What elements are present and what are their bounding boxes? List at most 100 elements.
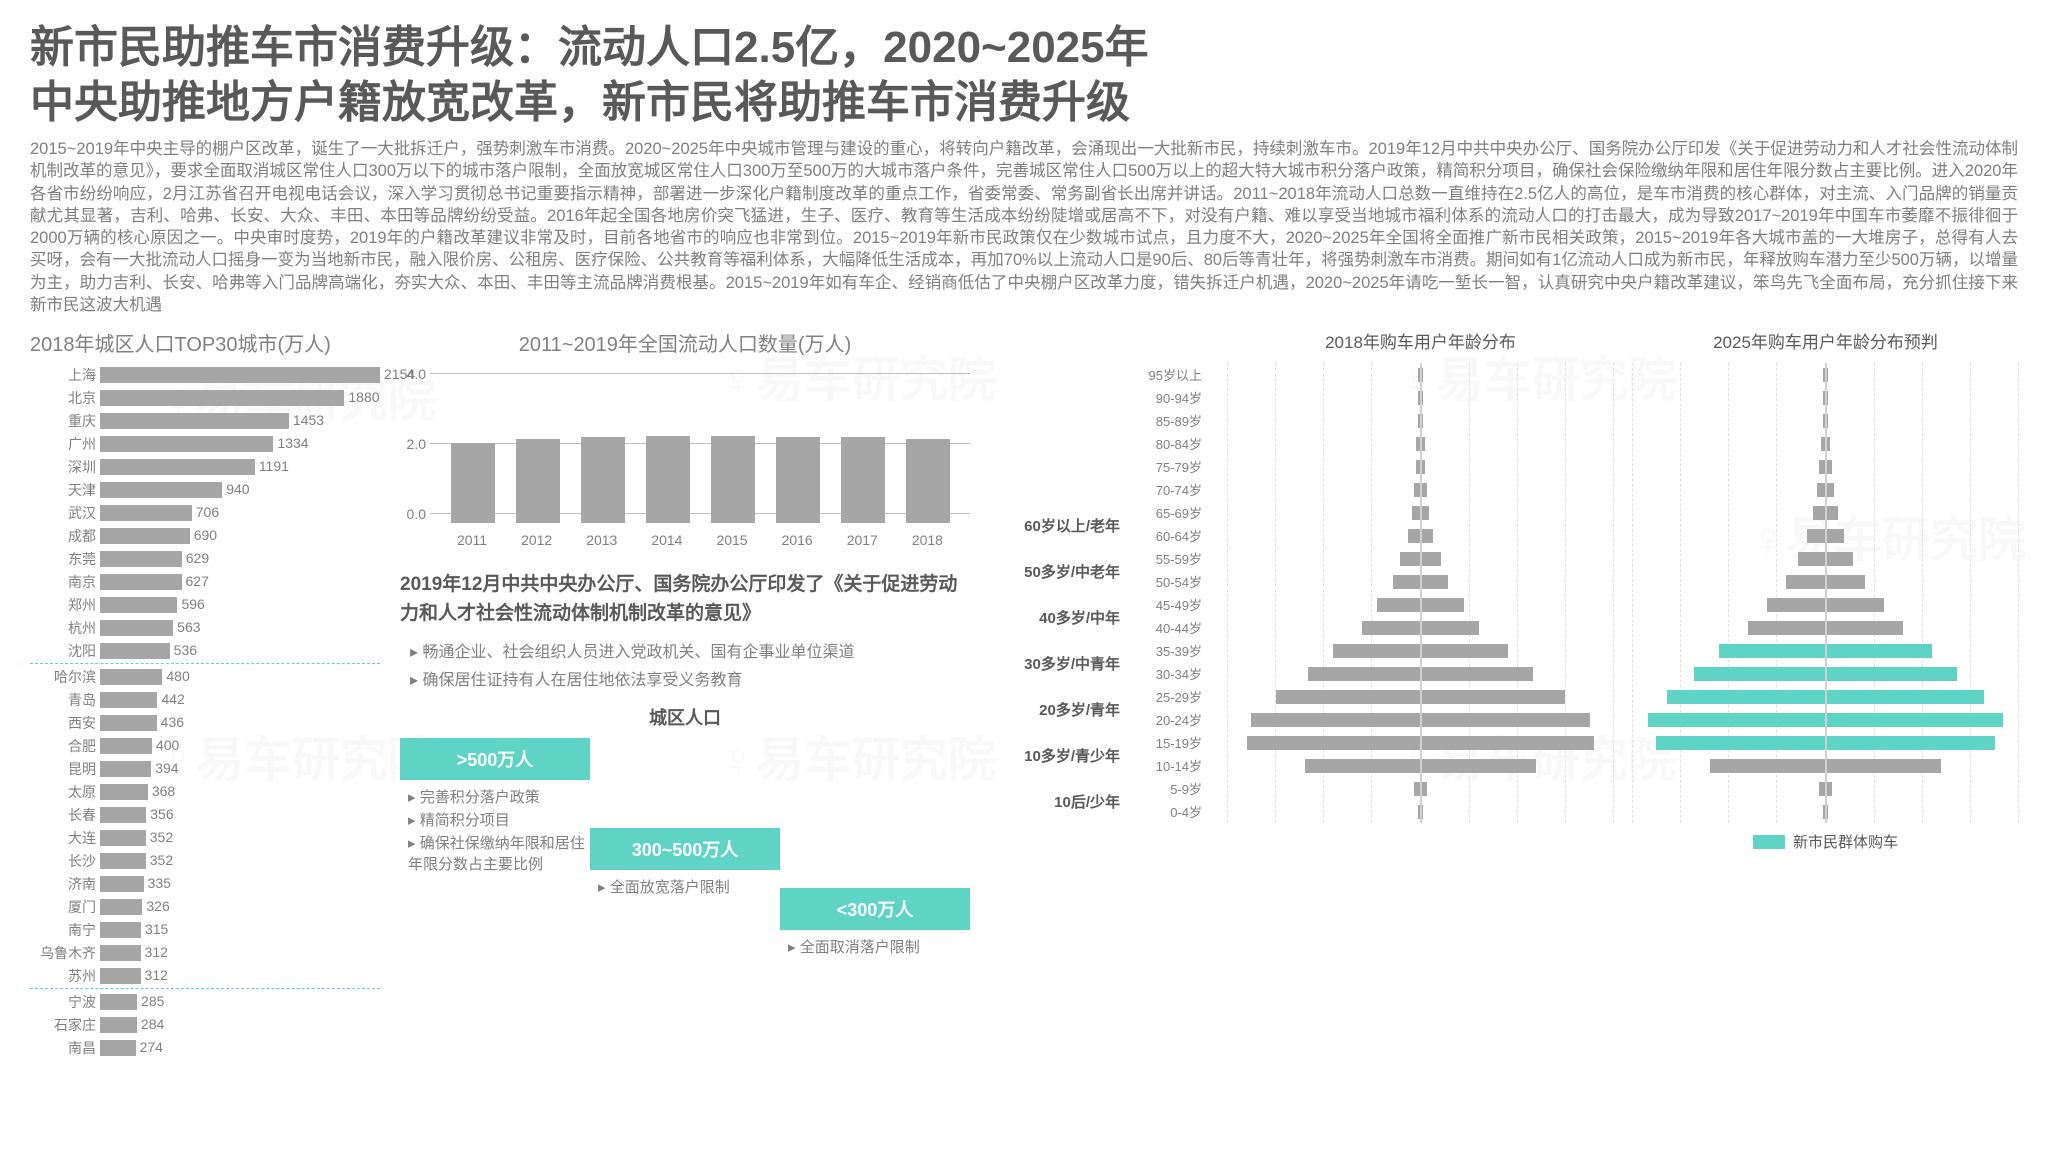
vbar xyxy=(581,437,625,523)
pyramid-bar xyxy=(1827,759,1942,773)
hbar-row: 杭州563 xyxy=(30,616,380,639)
pyramid-bar xyxy=(1823,414,1825,428)
legend-swatch xyxy=(1753,835,1785,849)
pyramid-bar xyxy=(1817,483,1825,497)
pyramid-bar xyxy=(1422,391,1424,405)
vbar xyxy=(776,437,820,523)
pyramid-bar xyxy=(1377,598,1419,612)
pyramid-bar xyxy=(1422,437,1426,451)
pyramid-left-title: 2018年购车用户年龄分布 xyxy=(1228,328,1613,353)
pyramid-bar xyxy=(1786,575,1824,589)
vbar xyxy=(451,443,495,524)
hbar-row: 太原368 xyxy=(30,780,380,803)
hbar-row: 大连352 xyxy=(30,826,380,849)
hbar-row: 深圳1191 xyxy=(30,455,380,478)
pyramid-bar xyxy=(1422,460,1426,474)
pop-tier-box: 300~500万人 xyxy=(590,828,780,870)
vbar xyxy=(646,436,690,524)
pyramid-bar xyxy=(1827,805,1829,819)
pop-tier-box: <300万人 xyxy=(780,888,970,930)
pyramid-bar xyxy=(1251,713,1420,727)
hbar-row: 昆明394 xyxy=(30,757,380,780)
pyramid-bar xyxy=(1819,460,1825,474)
pyramid-bar xyxy=(1408,529,1419,543)
hbar-row: 成都690 xyxy=(30,524,380,547)
hbar-row: 重庆1453 xyxy=(30,409,380,432)
pyramid-bar xyxy=(1393,575,1420,589)
pyramid-bar xyxy=(1422,644,1508,658)
pyramid-bar xyxy=(1362,621,1419,635)
pyramid-bar xyxy=(1667,690,1824,704)
pyramid-bar xyxy=(1422,805,1424,819)
pyramid-bar xyxy=(1798,552,1825,566)
hbar-row: 长沙352 xyxy=(30,849,380,872)
pyramid-bar xyxy=(1807,529,1824,543)
vbar xyxy=(906,439,950,523)
pyramid-bar xyxy=(1422,690,1566,704)
pyramid-bar xyxy=(1418,414,1420,428)
hbar-row: 长春356 xyxy=(30,803,380,826)
hbar-row: 东莞629 xyxy=(30,547,380,570)
hbar-row: 南京627 xyxy=(30,570,380,593)
pyramid-bar xyxy=(1827,529,1844,543)
pyramid-bar xyxy=(1823,805,1825,819)
pyramid-bar xyxy=(1422,621,1479,635)
pyramid-bar xyxy=(1247,736,1419,750)
vbar-chart: 0.02.04.0 201120122013201420152016201720… xyxy=(400,363,970,553)
hbar-row: 天津940 xyxy=(30,478,380,501)
pyramid-bar xyxy=(1422,414,1424,428)
hbar-row: 上海2154 xyxy=(30,363,380,386)
pop-steps: >500万人完善积分落户政策精简积分项目确保社保缴纳年限和居住年限分数占主要比例… xyxy=(400,738,970,959)
pyramid-bar xyxy=(1422,575,1449,589)
pyramid-bar xyxy=(1827,483,1835,497)
hbar-row: 济南335 xyxy=(30,872,380,895)
pyramid-bar xyxy=(1827,391,1829,405)
hbar-row: 沈阳536 xyxy=(30,639,380,662)
hbar-row: 宁波285 xyxy=(30,990,380,1013)
pyramid-bar xyxy=(1827,667,1957,681)
vbar-title: 2011~2019年全国流动人口数量(万人) xyxy=(400,328,970,357)
pyramid-bar xyxy=(1414,483,1420,497)
pyramid-bar xyxy=(1821,437,1825,451)
hbar-row: 乌鲁木齐312 xyxy=(30,941,380,964)
vbar xyxy=(841,437,885,523)
pyramid-bar xyxy=(1827,713,2003,727)
pyramid-bar xyxy=(1813,506,1824,520)
pyramid-bar xyxy=(1827,575,1865,589)
vbar xyxy=(711,436,755,524)
pyramid-bar xyxy=(1422,713,1591,727)
pyramid-bar xyxy=(1276,690,1420,704)
hbar-row: 哈尔滨480 xyxy=(30,665,380,688)
pyramid-bar xyxy=(1416,460,1420,474)
pyramid-bar xyxy=(1333,644,1419,658)
pyramid-bar xyxy=(1308,667,1419,681)
body-paragraph: 2015~2019年中央主导的棚户区改革，诞生了一大批拆迁户，强势刺激车市消费。… xyxy=(30,138,2018,316)
pyramid-bar xyxy=(1827,552,1854,566)
pyramid-bar xyxy=(1422,506,1430,520)
pyramid-bar xyxy=(1418,391,1420,405)
policy-bullets: 畅通企业、社会组织人员进入党政机关、国有企事业单位渠道确保居住证持有人在居住地依… xyxy=(400,638,970,690)
hbar-row: 南昌274 xyxy=(30,1036,380,1059)
pyramid-bar xyxy=(1827,414,1829,428)
pyramid-bar xyxy=(1422,529,1433,543)
pyramid-bar xyxy=(1827,736,1996,750)
pyramid-bar xyxy=(1748,621,1825,635)
pyramid-bar xyxy=(1823,368,1825,382)
hbar-row: 武汉706 xyxy=(30,501,380,524)
hbar-row: 厦门326 xyxy=(30,895,380,918)
pyramid-bar xyxy=(1827,506,1838,520)
pyramid-bar xyxy=(1422,667,1533,681)
pyramid-bar xyxy=(1719,644,1824,658)
page-title: 新市民助推车市消费升级：流动人口2.5亿，2020~2025年 中央助推地方户籍… xyxy=(30,20,2018,130)
pyramid-bar xyxy=(1418,368,1420,382)
pyramid-bar xyxy=(1827,644,1932,658)
hbar-row: 石家庄284 xyxy=(30,1013,380,1036)
hbar-row: 青岛442 xyxy=(30,688,380,711)
hbar-row: 北京1880 xyxy=(30,386,380,409)
pyramid-bar xyxy=(1710,759,1825,773)
pyramid-bar xyxy=(1767,598,1824,612)
policy-heading: 2019年12月中共中央办公厅、国务院办公厅印发了《关于促进劳动力和人才社会性流… xyxy=(400,571,970,628)
hbar-row: 合肥400 xyxy=(30,734,380,757)
pyramid-bar xyxy=(1305,759,1420,773)
hbar-row: 广州1334 xyxy=(30,432,380,455)
